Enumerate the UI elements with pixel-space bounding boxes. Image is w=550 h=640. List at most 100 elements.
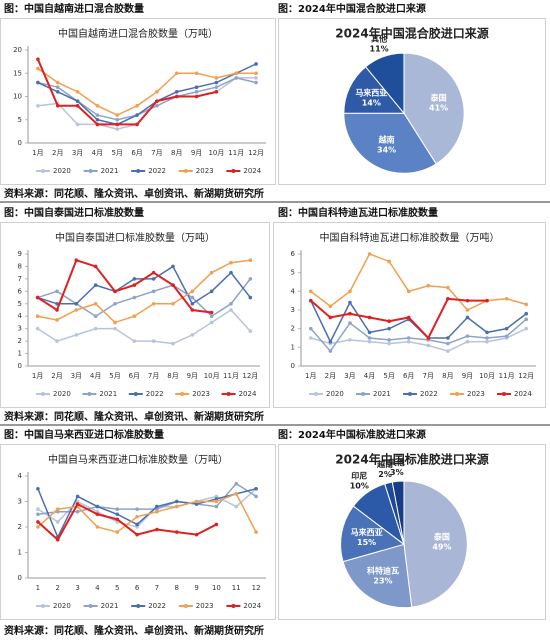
point [214,85,219,89]
x-tick-label: 12月 [518,372,534,380]
point [93,314,98,319]
chart-title: 2024年中国混合胶进口来源 [335,26,488,41]
series-line [310,300,527,344]
y-tick-label: 8 [18,262,22,270]
x-tick-label: 7 [155,584,159,592]
x-tick-label: 2月 [51,372,62,380]
x-tick-label: 8 [175,584,179,592]
point [115,122,120,127]
point [209,270,214,275]
panel-header: 图：中国自越南进口混合胶数量 [4,2,144,15]
point [248,258,253,263]
point [190,295,195,300]
chart-title: 2024年中国标准胶进口来源 [335,452,488,467]
point [135,113,139,117]
slice-value: 15% [357,538,376,547]
slice-label: 泰国 [430,93,447,103]
series-line [37,259,251,324]
x-tick-label: 2月 [325,372,336,380]
series-line [37,77,257,130]
point [135,515,139,519]
point [367,330,372,335]
point [214,497,219,501]
point [194,90,199,94]
point [348,311,352,316]
slice-label: 其他 [371,34,387,44]
panel-header: 图：中国自马来西亚进口标准胶数量 [4,428,164,441]
point [93,283,98,287]
point [308,289,313,294]
source-note: 资料来源：同花顺、隆众资讯、卓创资讯、新湖期货研究所 [4,187,264,200]
slice-label: 其他 [389,457,405,467]
point [194,532,199,537]
chart-title: 中国自科特迪瓦进口标准胶数量（万吨） [320,231,500,244]
point [524,302,529,307]
source-note: 资料来源：同花顺、隆众资讯、卓创资讯、新湖期货研究所 [4,624,264,637]
point [446,349,450,353]
x-tick-label: 8月 [171,149,182,157]
point [254,80,258,85]
legend-label: 2022 [148,167,166,175]
point [74,308,79,312]
point [115,127,120,131]
point [75,509,80,514]
legend-label: 2023 [196,167,214,175]
point [55,339,59,343]
y-tick-label: 2 [18,523,22,531]
point [93,326,98,331]
point [36,486,40,491]
x-tick-label: 5月 [112,149,123,157]
point [406,315,411,320]
point [229,301,233,306]
point [446,341,450,346]
point [55,85,60,89]
panel-frame [278,444,546,620]
point [135,522,139,527]
point [115,117,120,122]
x-tick-label: 10 [212,584,221,592]
legend-label: 2020 [326,390,344,398]
point [446,297,450,301]
point [174,499,179,504]
legend-dot [136,604,141,608]
point [174,90,179,94]
point [132,283,137,287]
point [115,113,120,117]
panel-header: 图：中国自科特迪瓦进口标准胶数量 [278,206,438,219]
y-tick-label: 6 [291,250,296,258]
slice-value: 10% [350,482,369,491]
point [174,71,179,76]
x-tick-label: 10月 [479,372,495,380]
x-tick-label: 4月 [92,149,103,157]
series-line [37,265,251,305]
point [155,90,159,94]
point [248,329,253,333]
legend-label: 2023 [467,390,485,398]
point [135,525,139,529]
x-tick-label: 3 [75,584,79,592]
point [151,277,156,281]
point [155,504,159,509]
pie-slice [403,480,468,608]
point [485,339,489,344]
x-tick-label: 12月 [242,372,258,380]
point [209,310,214,315]
legend-dot [231,169,236,173]
point [308,298,313,303]
legend-dot [133,392,138,396]
point [194,94,199,99]
x-tick-label: 3月 [71,372,82,380]
x-tick-label: 4月 [90,372,101,380]
point [524,326,529,331]
point [132,295,137,300]
y-tick-label: 3 [291,306,295,314]
point [55,520,60,524]
point [95,525,100,529]
panel-header: 图：2024年中国标准胶进口来源 [278,428,426,441]
point [348,300,352,305]
panel-frame [0,444,276,620]
point [465,334,470,338]
point [328,315,333,320]
x-tick-label: 7月 [423,372,434,380]
y-tick-label: 0 [18,139,22,147]
